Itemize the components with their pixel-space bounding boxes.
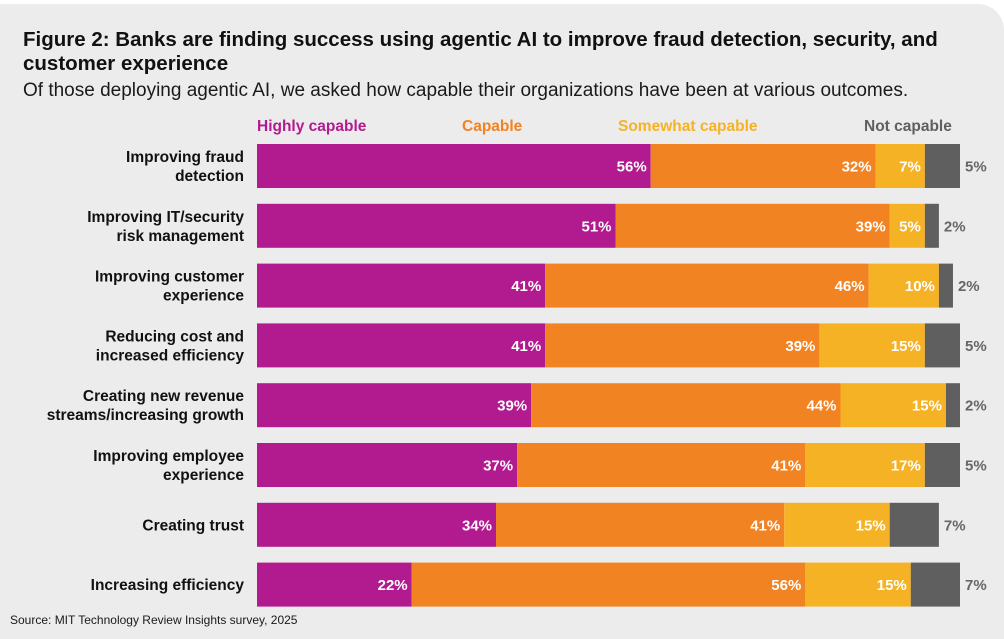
data-label: 7% [944, 517, 966, 534]
legend-highly-capable: Highly capable [257, 118, 367, 135]
bar-segment-capable [531, 383, 841, 428]
bar-segment-highly-capable [257, 383, 532, 428]
bar-segment-not-capable [924, 323, 960, 368]
bar-segment-not-capable [889, 502, 939, 547]
bar-segment-highly-capable [257, 443, 518, 487]
bar-segment-not-capable [945, 383, 960, 428]
data-label: 22% [378, 577, 408, 594]
data-label: 15% [856, 517, 886, 534]
bar-segment-somewhat-capable [889, 203, 925, 248]
data-label: 41% [511, 338, 541, 355]
category-label: Reducing cost and increased efficiency [96, 328, 245, 364]
bar-segment-not-capable [910, 562, 960, 607]
data-label: 41% [771, 458, 801, 475]
bar-segment-capable [615, 203, 890, 248]
data-label: 15% [877, 577, 907, 594]
data-label: 5% [965, 159, 987, 176]
category-label: Improving IT/security risk management [87, 209, 244, 245]
data-label: 46% [835, 278, 865, 295]
bar-segment-somewhat-capable [875, 144, 925, 188]
bar-segment-not-capable [938, 263, 953, 308]
chart-subtitle: Of those deploying agentic AI, we asked … [23, 80, 909, 101]
data-label: 37% [483, 458, 513, 475]
category-label: Improving customer experience [95, 269, 244, 305]
bar-segment-capable [650, 144, 876, 188]
bar-segment-capable [517, 443, 806, 487]
category-label: Creating new revenue streams/increasing g… [47, 388, 245, 424]
bar-segment-highly-capable [257, 203, 616, 248]
data-label: 56% [771, 577, 801, 594]
data-label: 39% [856, 218, 886, 235]
bar-segment-not-capable [924, 144, 960, 188]
bar-segment-highly-capable [257, 562, 412, 607]
data-label: 5% [965, 338, 987, 355]
data-label: 15% [912, 398, 942, 415]
data-label: 51% [581, 218, 611, 235]
data-label: 41% [750, 517, 780, 534]
data-label: 15% [891, 338, 921, 355]
bar-segment-somewhat-capable [784, 502, 890, 547]
bar-segment-capable [496, 502, 785, 547]
category-label: Improving employee experience [93, 448, 244, 484]
bar-segment-highly-capable [257, 263, 546, 308]
chart-title: Figure 2: Banks are finding success usin… [23, 28, 938, 75]
data-label: 2% [958, 278, 980, 295]
category-label: Increasing efficiency [91, 577, 245, 594]
bar-segment-not-capable [924, 443, 960, 487]
data-label: 32% [842, 159, 872, 176]
bar-segment-capable [545, 323, 820, 368]
source-note: Source: MIT Technology Review Insights s… [10, 613, 298, 627]
data-label: 39% [785, 338, 815, 355]
bar-segment-highly-capable [257, 323, 546, 368]
legend-somewhat-capable: Somewhat capable [618, 118, 758, 135]
data-label: 2% [965, 398, 987, 415]
bar-segment-somewhat-capable [819, 323, 925, 368]
data-label: 44% [806, 398, 836, 415]
data-label: 39% [497, 398, 527, 415]
data-label: 56% [617, 159, 647, 176]
bar-segment-highly-capable [257, 144, 651, 188]
bar-segment-capable [545, 263, 869, 308]
data-label: 7% [899, 159, 921, 176]
legend-not-capable: Not capable [864, 118, 952, 135]
bar-segment-somewhat-capable [840, 383, 946, 428]
bar-segment-somewhat-capable [805, 443, 925, 487]
data-label: 41% [511, 278, 541, 295]
data-label: 5% [965, 458, 987, 475]
data-label: 2% [944, 218, 966, 235]
data-label: 7% [965, 577, 987, 594]
legend-capable: Capable [462, 118, 523, 135]
data-label: 10% [905, 278, 935, 295]
category-label: Creating trust [142, 517, 244, 534]
bar-segment-capable [411, 562, 806, 607]
data-label: 34% [462, 517, 492, 534]
bar-segment-highly-capable [257, 502, 497, 547]
category-label: Improving fraud detection [126, 149, 244, 185]
bar-segment-somewhat-capable [805, 562, 911, 607]
bar-segment-not-capable [924, 203, 939, 248]
data-label: 5% [899, 218, 921, 235]
bar-segment-somewhat-capable [868, 263, 939, 308]
data-label: 17% [891, 458, 921, 475]
